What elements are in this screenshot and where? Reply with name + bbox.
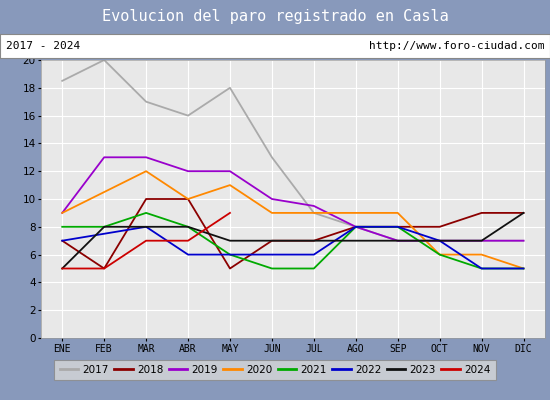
Text: http://www.foro-ciudad.com: http://www.foro-ciudad.com — [369, 41, 544, 51]
Text: Evolucion del paro registrado en Casla: Evolucion del paro registrado en Casla — [102, 10, 448, 24]
Legend: 2017, 2018, 2019, 2020, 2021, 2022, 2023, 2024: 2017, 2018, 2019, 2020, 2021, 2022, 2023… — [54, 360, 496, 380]
Text: 2017 - 2024: 2017 - 2024 — [6, 41, 80, 51]
